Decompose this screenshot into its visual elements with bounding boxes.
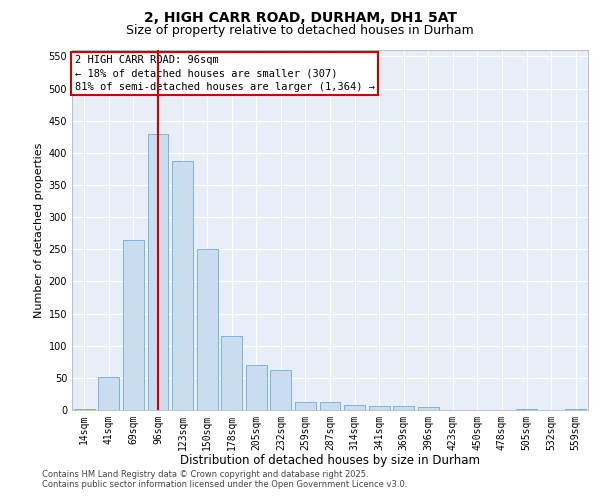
Text: Contains HM Land Registry data © Crown copyright and database right 2025.
Contai: Contains HM Land Registry data © Crown c…	[42, 470, 407, 489]
Bar	[221, 336, 242, 410]
Bar	[295, 402, 316, 410]
Bar	[197, 250, 218, 410]
Bar	[418, 408, 439, 410]
Text: 2 HIGH CARR ROAD: 96sqm
← 18% of detached houses are smaller (307)
81% of semi-d: 2 HIGH CARR ROAD: 96sqm ← 18% of detache…	[74, 56, 374, 92]
Bar	[172, 160, 193, 410]
Bar	[344, 405, 365, 410]
Bar	[148, 134, 169, 410]
Bar	[123, 240, 144, 410]
Y-axis label: Number of detached properties: Number of detached properties	[34, 142, 44, 318]
Bar	[320, 402, 340, 410]
Bar	[74, 408, 95, 410]
Text: Size of property relative to detached houses in Durham: Size of property relative to detached ho…	[126, 24, 474, 37]
Bar	[368, 406, 389, 410]
X-axis label: Distribution of detached houses by size in Durham: Distribution of detached houses by size …	[180, 454, 480, 468]
Bar	[98, 376, 119, 410]
Bar	[246, 365, 267, 410]
Text: 2, HIGH CARR ROAD, DURHAM, DH1 5AT: 2, HIGH CARR ROAD, DURHAM, DH1 5AT	[143, 12, 457, 26]
Bar	[393, 406, 414, 410]
Bar	[271, 370, 292, 410]
Bar	[516, 408, 537, 410]
